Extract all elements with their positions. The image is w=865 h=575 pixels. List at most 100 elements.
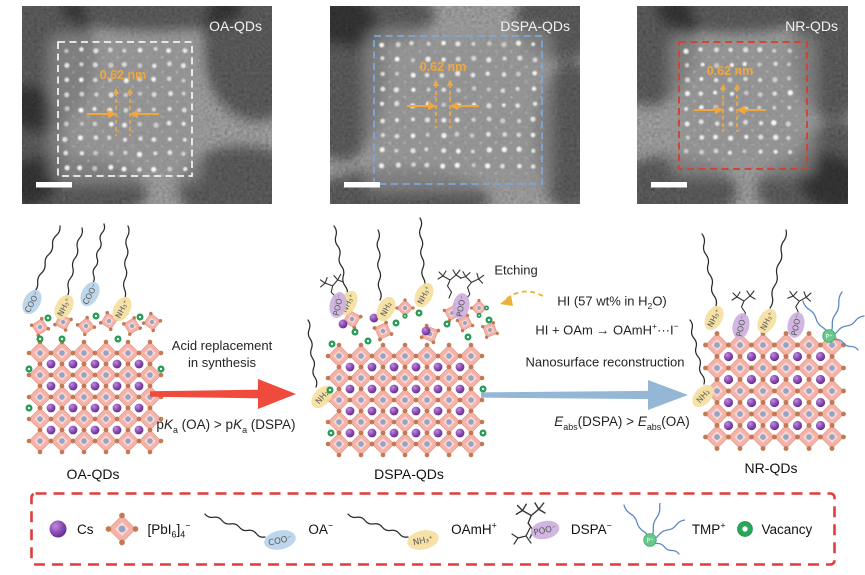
pbi6-octahedron <box>703 331 731 359</box>
vacancy-marker <box>36 335 44 343</box>
cs-atom <box>112 359 122 369</box>
cs-atom <box>792 420 803 431</box>
pbi6-octahedron <box>372 320 394 342</box>
pbi6-octahedron <box>53 312 73 332</box>
alkyl-chain <box>689 319 706 385</box>
crystal-outline-box <box>57 41 193 177</box>
pbi6-octahedron <box>369 430 397 458</box>
pbi6-octahedron <box>369 386 397 414</box>
pbi6-octahedron <box>347 342 375 370</box>
vacancy-marker <box>58 335 66 343</box>
vacancy-marker <box>479 429 487 437</box>
pbi6-octahedron <box>395 298 415 319</box>
cs-atom <box>112 425 122 435</box>
alkyl-chain <box>347 513 409 538</box>
cs-atom <box>389 428 399 438</box>
cs-atom <box>792 374 803 385</box>
cs-atom <box>68 381 78 391</box>
vacancy-marker <box>402 313 408 319</box>
ligand-head-poo: POO⁻ <box>329 292 347 318</box>
pbi6-octahedron <box>481 321 499 339</box>
stage-label-nr-qds: NR-QDs <box>744 460 798 476</box>
cs-atom <box>433 428 443 438</box>
cs-atom <box>411 406 421 416</box>
cs-atom <box>367 362 377 372</box>
oa-qds-structure: COO⁻ NH₃⁺ COO⁻ NH₃⁺ <box>22 223 165 455</box>
legend-item-dspa: POO⁻ DSPA− <box>506 501 612 557</box>
stage-label-dspa-qds: DSPA-QDs <box>374 466 444 482</box>
legend-label-oamh: OAmH+ <box>451 520 497 537</box>
branched-chain <box>515 502 546 539</box>
vacancy-marker <box>415 309 423 317</box>
etching-label: Etching <box>494 262 538 278</box>
svg-text:P⁺: P⁺ <box>646 536 653 544</box>
cs-atom <box>455 362 465 372</box>
cs-atom <box>421 326 431 336</box>
ligand-head: POO⁻ <box>530 520 560 540</box>
stage-label-oa-qds: OA-QDs <box>66 466 120 482</box>
cs-atom <box>433 384 443 394</box>
vacancy-marker <box>157 365 165 373</box>
cs-atom <box>345 362 355 372</box>
legend-item-oamh: NH₃⁺ OAmH+ <box>342 506 497 552</box>
cs-atom <box>411 428 421 438</box>
transition-arrow <box>150 379 296 409</box>
cs-atom <box>112 403 122 413</box>
cs-atom <box>90 359 100 369</box>
cs-atom <box>134 359 144 369</box>
pbi6-octahedron <box>726 354 754 382</box>
pbi6-octahedron <box>325 430 353 458</box>
cs-atom <box>68 425 78 435</box>
svg-text:POO⁻: POO⁻ <box>735 315 748 338</box>
vacancy-marker <box>136 313 144 321</box>
cs-atom <box>389 406 399 416</box>
pbi6-octahedron <box>122 316 142 336</box>
tem-micrograph-oa: OA-QDs 0.62 nm <box>22 6 272 204</box>
cs-atom <box>746 397 757 408</box>
oamh-ligand-icon: NH₃⁺ <box>347 513 439 550</box>
vacancy-marker <box>44 314 52 322</box>
vacancy-marker <box>25 404 33 412</box>
cs-atom <box>112 381 122 391</box>
cs-atom <box>769 397 780 408</box>
pbi6-octahedron <box>75 315 97 337</box>
branched-chain <box>319 273 344 305</box>
dspacing-annotation <box>694 84 766 132</box>
legend-label-pbi6: [PbI6]4− <box>147 520 191 540</box>
cs-atom <box>134 425 144 435</box>
tem-panel-dspa-qds: DSPA-QDs 0.62 nm <box>330 6 580 204</box>
pbi6-octahedron <box>92 361 120 389</box>
pbi6-octahedron <box>457 430 485 458</box>
nr-lattice <box>703 331 846 451</box>
ligand-head-nh3: NH₃⁺ <box>414 282 434 308</box>
pbi6-octahedron <box>419 323 441 345</box>
cs-atom <box>455 428 465 438</box>
legend-label-vacancy: Vacancy <box>761 521 813 537</box>
vacancy-marker <box>114 335 122 343</box>
vacancy-marker <box>327 429 335 437</box>
pbi6-octahedron <box>469 298 489 318</box>
alkyl-chain <box>204 513 267 538</box>
pbi6-octahedron <box>772 331 800 359</box>
legend-label-tmp: TMP+ <box>691 520 726 537</box>
pbi6-octahedron <box>457 386 485 414</box>
cs-atom <box>90 381 100 391</box>
legend-item-vacancy: Vacancy <box>735 519 813 539</box>
vacancy-icon <box>736 521 753 537</box>
cs-atom <box>90 403 100 413</box>
pbi6-octahedron <box>29 316 51 338</box>
ligand-head-nh3: NH₃⁺ <box>112 296 132 322</box>
crystal-outline-box <box>678 41 808 170</box>
pbi6-octahedron <box>369 342 397 370</box>
vacancy-marker <box>326 386 334 394</box>
ligand-head: COO⁻ <box>264 530 297 550</box>
pbi6-octahedron <box>391 430 419 458</box>
transition1-condition: pKa (OA) > pKa (DSPA) <box>156 417 296 435</box>
pbi6-octahedron <box>136 427 164 455</box>
alkyl-chain <box>701 233 718 307</box>
ligand-head-nh3: NH₃⁺ <box>54 294 74 320</box>
cs-atom <box>455 384 465 394</box>
cs-atom <box>345 406 355 416</box>
cs-atom <box>68 403 78 413</box>
